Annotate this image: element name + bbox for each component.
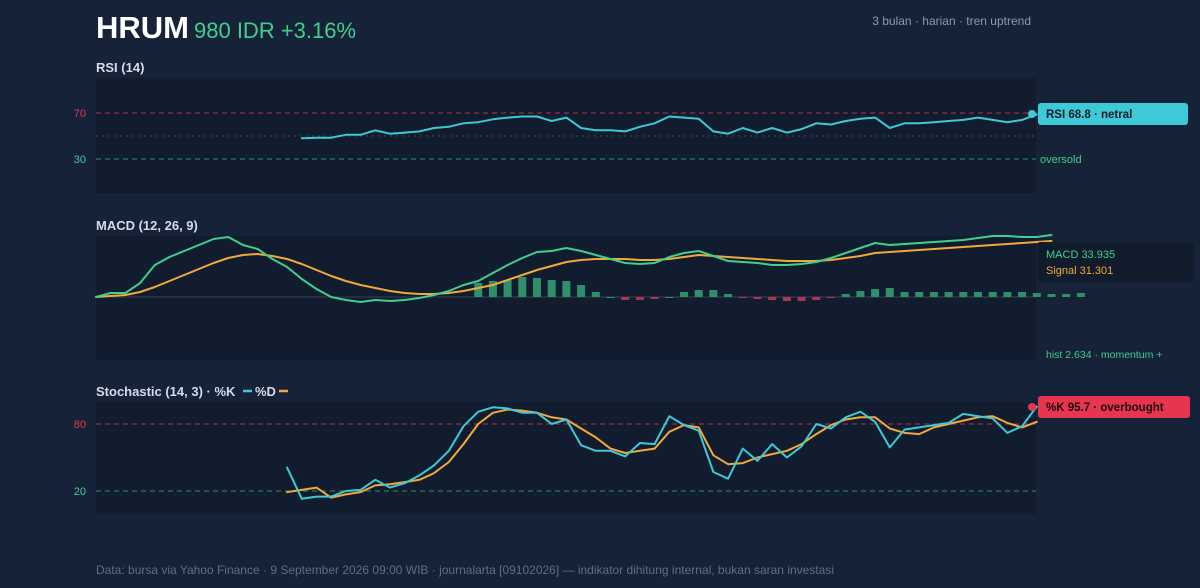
macd-hist-bar: [841, 294, 850, 297]
stoch-k-line: [286, 405, 1038, 500]
stoch-panel-title: Stochastic (14, 3) · %K: [96, 384, 236, 399]
macd-hist-bar: [1076, 293, 1085, 297]
rsi-badge-text: RSI 68.8 · netral: [1046, 109, 1132, 121]
macd-hist-bar: [768, 297, 777, 300]
macd-hist-bar: [929, 292, 938, 297]
macd-hist-bar: [709, 290, 718, 297]
macd-hist-bar: [959, 292, 968, 297]
macd-hist-bar: [988, 292, 997, 297]
macd-hist-bar: [533, 278, 541, 297]
macd-hist-bar: [474, 283, 483, 297]
stoch-d-legend-label: %D: [255, 384, 276, 399]
macd-hist-bar: [1062, 294, 1071, 297]
macd-hist-bar: [827, 297, 835, 298]
macd-hist-bar: [680, 292, 688, 297]
macd-hist-bar: [753, 297, 762, 299]
macd-hist-bar: [944, 292, 953, 297]
stoch-title-text: Stochastic (14, 3) · %K: [96, 384, 236, 399]
macd-hist-bar: [856, 291, 865, 297]
rsi-30-label: 30: [74, 154, 86, 166]
stoch-80-label: 80: [74, 419, 86, 431]
macd-hist-bar: [665, 297, 674, 298]
macd-hist-bar: [488, 281, 497, 297]
macd-hist-bar: [635, 297, 644, 300]
rsi-panel-title: RSI (14): [96, 60, 144, 75]
macd-hist-bar: [577, 285, 586, 297]
rsi-badge: [1038, 103, 1188, 125]
macd-hist-bar: [900, 292, 909, 297]
macd-hist-bar: [694, 290, 703, 297]
macd-hist-bar: [518, 277, 527, 297]
macd-hist-bar: [812, 297, 821, 300]
price-change: 980 IDR +3.16%: [194, 18, 356, 43]
signal-line: [95, 240, 1053, 298]
stoch-20-label: 20: [74, 486, 86, 498]
rsi-line: [300, 113, 1038, 140]
macd-hist-bar: [650, 297, 659, 299]
ticker-symbol: HRUM: [96, 10, 189, 45]
signal-value: Signal 31.301: [1046, 265, 1113, 277]
macd-line: [95, 234, 1053, 303]
stoch-d-line: [286, 408, 1038, 499]
stoch-badge-text: %K 95.7 · overbought: [1046, 402, 1164, 414]
macd-hist-bar: [562, 281, 571, 297]
stoch-badge: [1038, 396, 1190, 418]
macd-hist-bar: [1032, 293, 1041, 297]
indicator-lines: [95, 113, 1053, 500]
macd-hist-bar: [606, 297, 615, 298]
macd-hist-bar: [915, 292, 924, 297]
rsi-oversold-label: oversold: [1040, 154, 1082, 166]
macd-histogram: [474, 277, 1085, 301]
macd-hist-bar: [1047, 294, 1056, 297]
stoch-last-point: [1028, 403, 1036, 411]
chart-subtitle: 3 bulan · harian · tren uptrend: [872, 14, 1031, 28]
macd-hist-bar: [1018, 292, 1027, 297]
macd-hist-bar: [782, 297, 791, 301]
macd-hist-bar: [885, 288, 894, 297]
rsi-last-point: [1028, 110, 1036, 118]
macd-hist-bar: [503, 280, 512, 297]
macd-hist-bar: [724, 294, 733, 297]
macd-panel: [96, 236, 1036, 360]
macd-hist-bar: [738, 297, 747, 298]
macd-hist-bar: [591, 292, 600, 297]
rsi-70-label: 70: [74, 108, 86, 120]
macd-hist-bar: [974, 292, 982, 297]
footer-source: Data: bursa via Yahoo Finance · 9 Septem…: [96, 563, 834, 577]
macd-hist-bar: [547, 280, 556, 297]
macd-hist-bar: [871, 289, 880, 297]
hist-note: hist 2.634 · momentum +: [1046, 349, 1162, 361]
macd-hist-bar: [797, 297, 806, 301]
macd-hist-bar: [621, 297, 630, 300]
macd-panel-title: MACD (12, 26, 9): [96, 218, 198, 233]
macd-value: MACD 33.935: [1046, 249, 1115, 261]
macd-info-box: [1038, 242, 1194, 282]
macd-hist-bar: [1003, 292, 1012, 297]
